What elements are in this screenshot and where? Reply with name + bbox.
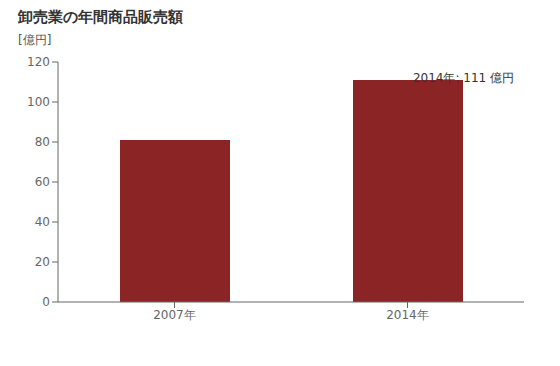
html-text:卸売業の年間商品販売額: 卸売業の年間商品販売額 [18,8,183,26]
html-text:[億円]: [億円] [18,33,52,47]
html-text:2014年: 111 億円: 2014年: 111 億円 [412,71,514,85]
svg-text:2014年: 2014年 [386,308,429,322]
svg-text:120: 120 [27,55,50,69]
svg-text:100: 100 [27,95,50,109]
svg-text:40: 40 [35,215,50,229]
svg-text:2007年: 2007年 [153,308,196,322]
svg-text:60: 60 [35,175,50,189]
svg-text:0: 0 [42,295,50,309]
svg-text:80: 80 [35,135,50,149]
svg-text:20: 20 [35,255,50,269]
